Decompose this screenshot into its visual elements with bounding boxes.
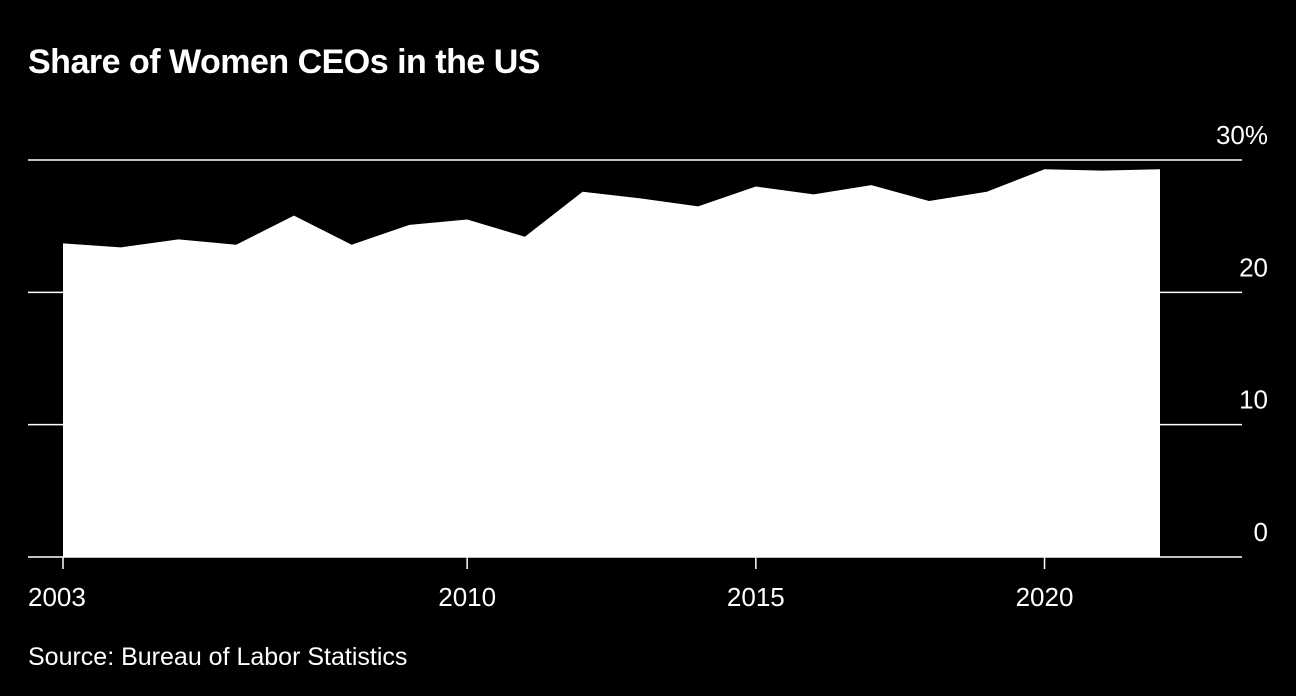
y-axis-labels: 0 10 20 30% [1160,116,1268,555]
series-area [63,169,1160,557]
y-label-gap-10 [1160,380,1196,423]
y-tick-label-20: 20 [1239,252,1268,282]
y-label-gap-20 [1160,248,1196,291]
y-label-gap-30 [1160,116,1196,158]
y-tick-label-30: 30% [1216,120,1268,150]
x-tick-label-2020: 2020 [1016,582,1074,612]
chart-title: Share of Women CEOs in the US [28,43,540,81]
x-axis: 2003 2010 2015 2020 [28,557,1073,612]
source-note: Source: Bureau of Labor Statistics [28,643,408,671]
y-tick-label-10: 10 [1239,385,1268,415]
x-tick-label-2015: 2015 [727,582,785,612]
y-tick-label-0: 0 [1254,517,1268,547]
x-tick-label-2003: 2003 [28,582,86,612]
x-tick-label-2010: 2010 [438,582,496,612]
y-label-gap-0 [1160,513,1196,555]
